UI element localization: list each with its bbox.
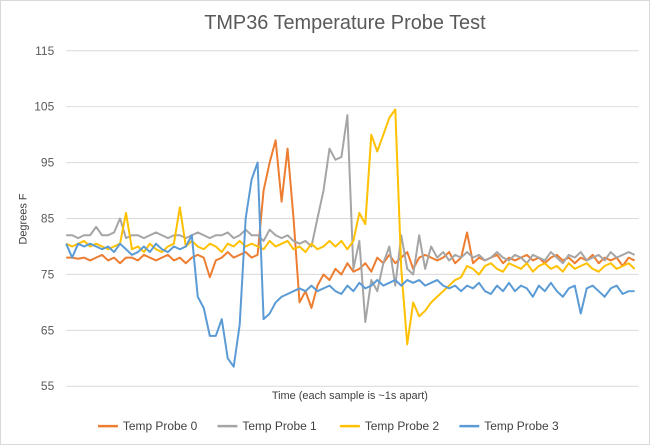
y-tick-label: 65 (41, 323, 55, 337)
legend-item-probe-1: Temp Probe 1 (217, 419, 317, 433)
series-line-probe-1 (66, 114, 636, 323)
legend-item-probe-3: Temp Probe 3 (459, 419, 559, 433)
y-tick-label: 105 (34, 100, 54, 114)
y-tick-label: 75 (41, 267, 55, 281)
x-axis-label: Time (each sample is ~1s apart) (272, 390, 428, 402)
legend-label: Temp Probe 2 (365, 419, 440, 433)
legend-item-probe-0: Temp Probe 0 (98, 419, 198, 433)
y-axis-label: Degrees F (17, 193, 29, 244)
chart-title: TMP36 Temperature Probe Test (204, 12, 486, 34)
y-tick-label: 115 (35, 44, 54, 58)
legend-label: Temp Probe 3 (484, 419, 559, 433)
y-tick-label: 55 (41, 379, 55, 393)
y-tick-label: 85 (41, 212, 55, 226)
legend-item-probe-2: Temp Probe 2 (339, 419, 440, 433)
series-line-probe-0 (66, 139, 636, 310)
series-line-probe-2 (65, 108, 636, 346)
series-line-probe-3 (65, 161, 635, 368)
y-tick-label: 95 (41, 156, 55, 170)
legend-label: Temp Probe 1 (242, 419, 317, 433)
legend-label: Temp Probe 0 (123, 419, 198, 433)
